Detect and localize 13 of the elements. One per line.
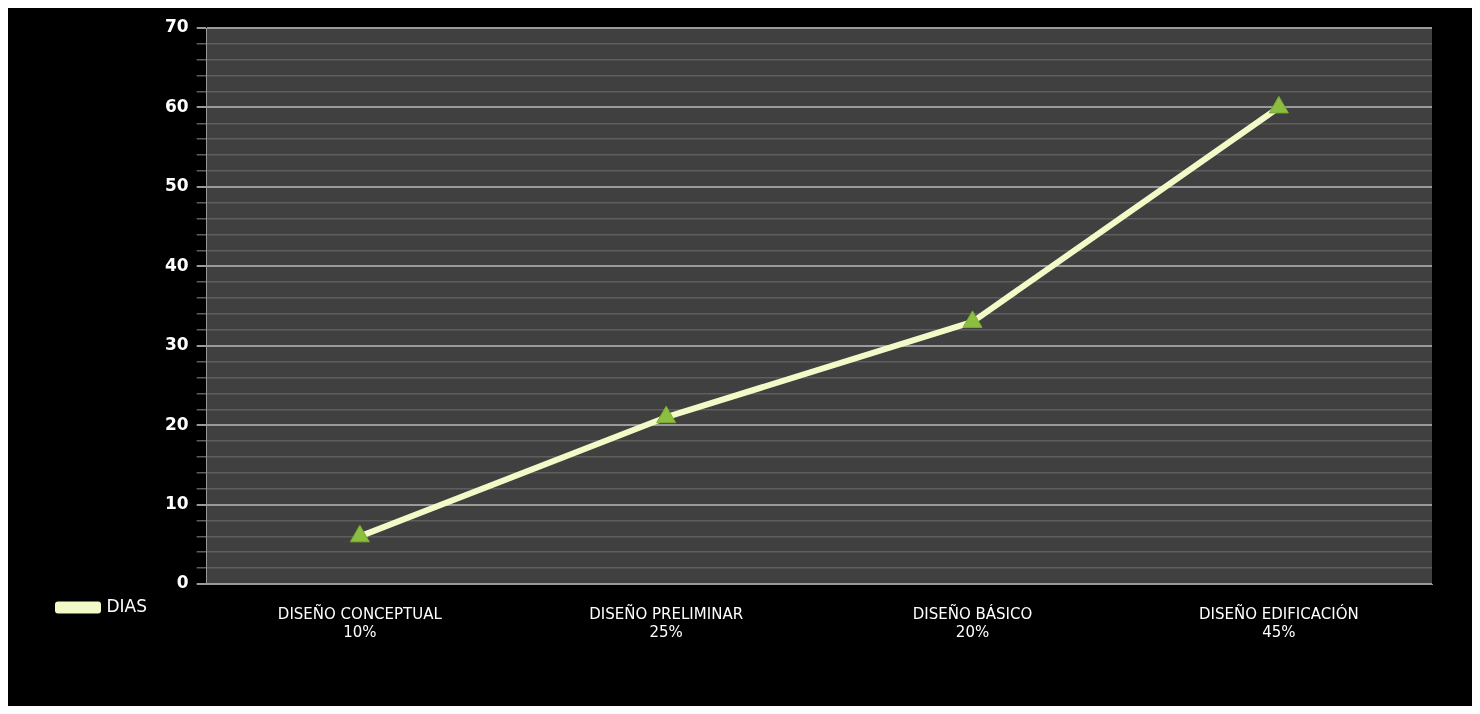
y-tick-label: 10	[165, 492, 189, 513]
legend-label: DIAS	[106, 595, 148, 616]
y-tick-label: 60	[165, 95, 189, 116]
y-tick-label: 20	[165, 413, 189, 434]
y-tick-label: 50	[165, 175, 189, 196]
x-tick-label: DISEÑO BÁSICO 20%	[912, 603, 1033, 641]
x-tick-label: DISEÑO CONCEPTUAL 10%	[277, 603, 443, 641]
y-tick-label: 70	[165, 16, 189, 37]
x-tick-label: DISEÑO PRELIMINAR 25%	[589, 603, 744, 641]
x-tick-label: DISEÑO EDIFICACIÓN 45%	[1199, 603, 1359, 641]
y-tick-label: 30	[165, 334, 189, 355]
y-tick-label: 40	[165, 254, 189, 275]
y-tick-label: 0	[176, 572, 189, 593]
